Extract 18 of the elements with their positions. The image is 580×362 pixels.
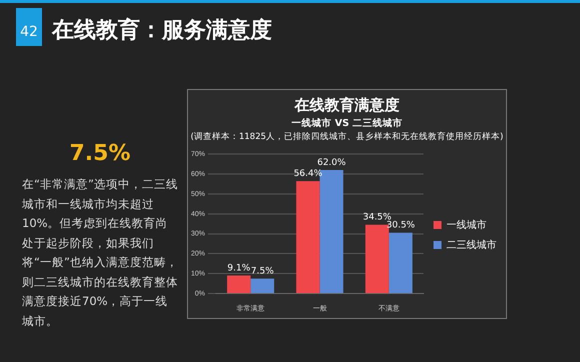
chart-title: 在线教育满意度 bbox=[293, 96, 400, 115]
text: 7.5% bbox=[250, 266, 274, 276]
bar bbox=[296, 181, 320, 294]
text: (调查样本：11825人，已排除四线城市、县乡样本和无在线教育使用经历样本) bbox=[190, 131, 504, 143]
text: 9.1% bbox=[227, 263, 250, 274]
text: 42 bbox=[16, 8, 42, 46]
legend-label: 二三线城市 bbox=[446, 238, 496, 251]
bar bbox=[388, 232, 412, 294]
text: 62.0% bbox=[317, 158, 346, 168]
text: 7.5% bbox=[68, 141, 132, 166]
text: 30.5% bbox=[386, 220, 415, 231]
text: 在“非常满意”选项中，二三线城市和一线城市均未超过10%。但考虑到在线教育尚处于起步阶段，如果我们将“一般”也纳入满意度范畴，则二三线城市的在线教育整体满意度接近70%，高于一线城市。 bbox=[22, 176, 178, 330]
bar bbox=[365, 224, 389, 294]
chart-subtitle: 一线城市 VS 二三线城市 bbox=[290, 117, 404, 130]
text: 在线教育：服务满意度 bbox=[52, 16, 272, 45]
legend-label: 一线城市 bbox=[446, 218, 486, 231]
bar bbox=[227, 275, 251, 294]
bar bbox=[250, 278, 274, 294]
